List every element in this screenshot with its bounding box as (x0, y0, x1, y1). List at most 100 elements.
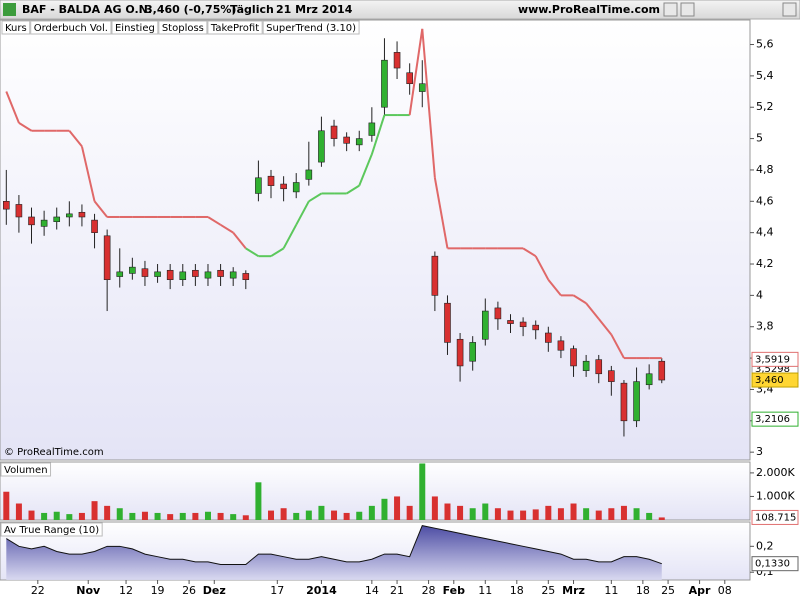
panel-label: Volumen (4, 465, 48, 476)
volume-bar (318, 505, 325, 520)
date: 21 Mrz 2014 (276, 3, 353, 16)
x-tick-label: 18 (510, 584, 524, 597)
candle-body (645, 373, 653, 386)
candle-body (78, 211, 86, 218)
volume-bar (268, 510, 275, 520)
candle-body (116, 271, 124, 277)
close-button[interactable] (782, 2, 797, 17)
x-tick-label: 26 (182, 584, 196, 597)
symbol: BAF - BALDA AG O.N. (22, 3, 152, 16)
volume-bar (444, 503, 451, 520)
candle-body (608, 370, 615, 382)
y-tick-label: 5,2 (756, 100, 774, 113)
candle-body (557, 340, 565, 351)
candle-body (91, 219, 98, 233)
volume-bar (242, 515, 249, 520)
header-bar (0, 0, 800, 20)
legend-item: TakeProfit (210, 23, 259, 34)
candle-body (633, 381, 640, 422)
volume-bar (91, 501, 98, 520)
volume-bar (394, 496, 401, 520)
supertrend-segment (346, 184, 360, 195)
x-tick-label: 25 (661, 584, 675, 597)
supertrend-segment (547, 279, 562, 297)
volume-bar (595, 510, 602, 520)
volume-bar (53, 511, 60, 520)
legend-item-box (262, 20, 360, 35)
x-tick-label: 22 (31, 584, 45, 597)
legend-item-box (1, 20, 31, 35)
legend-item: Einstieg (115, 23, 155, 34)
candle-body (255, 177, 262, 194)
candle-body (582, 360, 590, 371)
volume-bar (41, 512, 48, 520)
candle-body (15, 204, 23, 218)
value-box-label: 3,460 (755, 375, 784, 386)
legend-item: Orderbuch Vol. (34, 23, 108, 34)
candle-body (456, 338, 464, 367)
candle-body (267, 175, 275, 186)
x-tick-label: 21 (390, 584, 404, 597)
volume-bar (545, 505, 552, 520)
supertrend-segment (245, 247, 259, 258)
volume-bar (331, 510, 338, 520)
y-tick-label: 0,2 (756, 539, 774, 552)
candle-body (305, 169, 313, 180)
x-tick-label: 08 (718, 584, 732, 597)
legend-item: SuperTrend (3.10) (266, 23, 356, 34)
volume-bar (431, 496, 438, 520)
candle-body (217, 269, 224, 277)
volume-bar (28, 510, 35, 520)
volume-bar (381, 498, 388, 520)
volume-bar (457, 505, 464, 520)
volume-bar (154, 512, 161, 520)
y-tick-label: 4,4 (756, 226, 774, 239)
volume-bar (255, 482, 262, 520)
volume-bar (293, 512, 300, 520)
volume-bar (583, 508, 590, 520)
candle-body (242, 273, 250, 280)
y-tick-label: 5,6 (756, 38, 774, 51)
volume-bar (469, 508, 476, 520)
period: Täglich (230, 3, 274, 16)
volume-bar (15, 503, 22, 520)
y-tick-label: 4,2 (756, 257, 774, 270)
y-tick-label: 2.000K (756, 466, 795, 479)
legend-item-box (158, 20, 208, 35)
y-tick-label: 3,8 (756, 320, 774, 333)
volume-bar (141, 511, 148, 520)
minimize-button[interactable] (663, 2, 678, 17)
quote: 3,460 (-0,75%) (145, 3, 236, 16)
candle-body (103, 235, 111, 280)
x-tick-label: 14 (365, 584, 379, 597)
candle-body (355, 138, 363, 146)
volume-bar (343, 512, 350, 520)
app-icon (3, 3, 16, 16)
candle-body (570, 348, 577, 367)
volume-bar (230, 514, 237, 520)
y-tick-label: 5,4 (756, 69, 774, 82)
supertrend-segment (534, 255, 550, 281)
supertrend-segment (68, 130, 83, 148)
supertrend-segment (433, 177, 449, 249)
maximize-button[interactable] (680, 2, 695, 17)
candle-body (229, 271, 237, 279)
volume-bar (305, 510, 312, 520)
candle-body (53, 216, 61, 222)
candle-body (179, 271, 187, 280)
x-tick-label: 2014 (306, 584, 337, 597)
volume-bar (419, 463, 426, 520)
candle-body (532, 324, 540, 331)
supertrend-segment (522, 247, 537, 258)
volume-bar (633, 508, 640, 520)
supertrend-segment (295, 200, 310, 226)
value-box (751, 556, 799, 572)
volume-bar (532, 509, 539, 520)
volume-bar (78, 512, 85, 520)
candle-body (204, 271, 212, 279)
value-box (751, 372, 799, 388)
volume-bar (192, 512, 199, 520)
candle-body (368, 122, 376, 136)
candle-body (406, 72, 413, 85)
candle-body (318, 130, 325, 163)
